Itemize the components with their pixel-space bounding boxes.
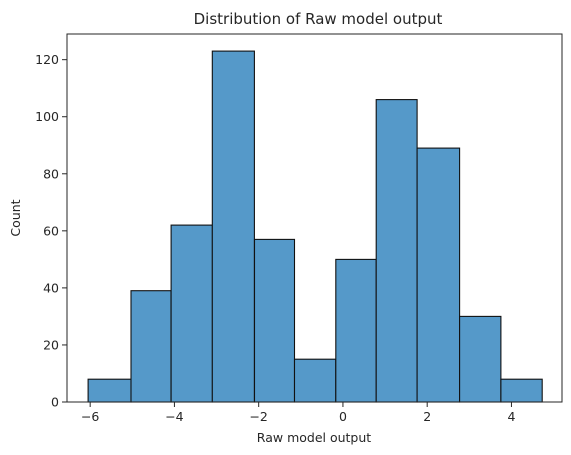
histogram-bar	[130, 290, 172, 403]
y-tick-label: 0	[51, 395, 59, 410]
x-tick-label: −4	[165, 409, 183, 424]
y-tick-label: 80	[43, 166, 59, 181]
y-tick-label: 20	[43, 337, 59, 352]
chart-title: Distribution of Raw model output	[194, 10, 443, 28]
bars-group	[87, 50, 543, 403]
histogram-bar	[293, 358, 337, 403]
histogram-bar	[459, 315, 502, 403]
y-tick-label: 40	[43, 280, 59, 295]
x-axis-label: Raw model output	[257, 430, 371, 445]
histogram-bar	[335, 258, 377, 403]
x-tick-label: 4	[507, 409, 515, 424]
histogram-bar	[211, 50, 255, 403]
axes-frame	[66, 33, 563, 403]
x-axis-ticks: −6 −4 −2 0 2 4	[81, 402, 515, 424]
histogram-bar	[500, 378, 543, 403]
y-tick-label: 100	[35, 109, 59, 124]
histogram-bar	[375, 99, 418, 403]
histogram-bar	[87, 378, 132, 403]
histogram-bar	[253, 238, 296, 403]
y-axis-label: Count	[8, 199, 23, 236]
x-tick-label: 0	[339, 409, 347, 424]
y-tick-label: 120	[35, 52, 59, 67]
y-tick-label: 60	[43, 223, 59, 238]
histogram-bar	[416, 147, 461, 403]
x-tick-label: −6	[81, 409, 99, 424]
histogram-bar	[170, 224, 213, 403]
x-tick-label: −2	[249, 409, 267, 424]
x-tick-label: 2	[423, 409, 431, 424]
y-axis-ticks: 0 20 40 60 80 100 120	[35, 52, 67, 410]
